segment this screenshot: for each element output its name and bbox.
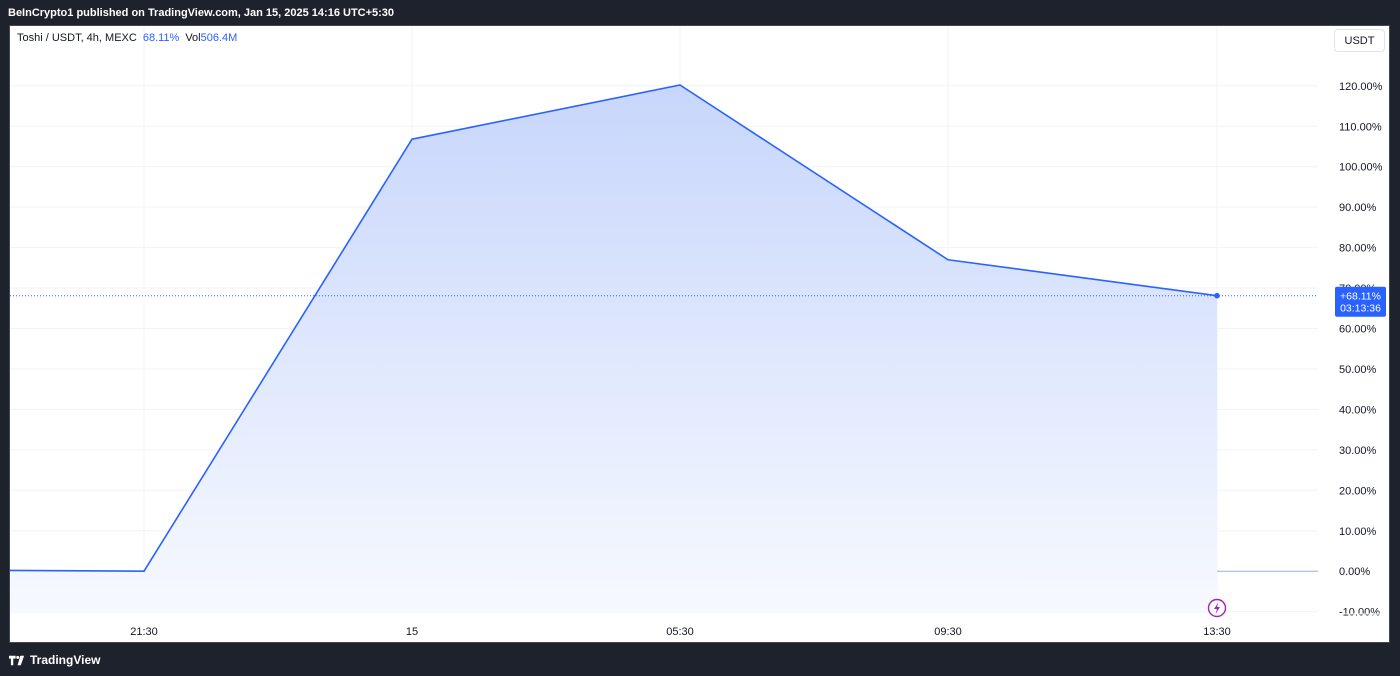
x-tick-label: 15	[406, 626, 418, 638]
footer-bar: TradingView	[0, 643, 1400, 676]
x-tick-label: 09:30	[934, 626, 962, 638]
data-point	[411, 138, 413, 140]
chart-panel[interactable]: -10.00% 0.00% 10.00% 20.00% 30.00% 40.00% 50.0…	[9, 25, 1390, 643]
published-text: BeInCrypto1 published on TradingView.com…	[8, 7, 395, 19]
y-tick-label: 30.00%	[1339, 445, 1377, 457]
y-tick-label: 50.00%	[1339, 364, 1377, 376]
y-tick-label: 80.00%	[1339, 243, 1377, 255]
y-tick-label: 20.00%	[1339, 485, 1377, 497]
currency-button[interactable]: USDT	[1334, 29, 1385, 52]
tradingview-logo-icon	[9, 655, 25, 665]
y-tick-label: 10.00%	[1339, 526, 1377, 538]
tradingview-brand: TradingView	[30, 653, 101, 667]
y-tick-label: 60.00%	[1339, 324, 1377, 336]
y-tick-label: 40.00%	[1339, 404, 1377, 416]
y-tick-label: 100.00%	[1339, 162, 1383, 174]
symbol-legend: Toshi / USDT, 4h, MEXC 68.11% Vol506.4M	[17, 32, 237, 44]
x-tick-label: 13:30	[1203, 626, 1231, 638]
price-chart[interactable]: -10.00% 0.00% 10.00% 20.00% 30.00% 40.00% 50.0…	[10, 26, 1389, 642]
series-line	[10, 84, 1218, 572]
volume-value: 506.4M	[200, 32, 238, 44]
area-fill	[10, 84, 1217, 615]
x-tick-label: 05:30	[666, 626, 694, 638]
y-tick-label: 0.00%	[1339, 566, 1370, 578]
lightning-icon[interactable]	[1207, 598, 1227, 618]
event-icon-bolt	[1214, 602, 1220, 614]
badge-background	[1335, 286, 1386, 317]
x-tick-label: 21:30	[130, 626, 158, 638]
data-point	[10, 569, 11, 572]
change-value: 68.11%	[142, 32, 180, 44]
y-tick-label: 120.00%	[1339, 81, 1383, 93]
data-point	[679, 84, 681, 86]
volume-label: Vol	[185, 32, 201, 44]
last-point-marker	[1214, 292, 1220, 299]
published-header: BeInCrypto1 published on TradingView.com…	[0, 0, 1400, 25]
y-tick-label: 110.00%	[1339, 121, 1382, 133]
data-point	[947, 258, 949, 261]
last-price-value: +68.11%	[1340, 291, 1381, 303]
symbol-label: Toshi / USDT, 4h, MEXC	[17, 32, 137, 44]
bar-countdown: 03:13:36	[1340, 303, 1381, 315]
tradingview-logo[interactable]: TradingView	[9, 653, 100, 667]
last-price-badge: +68.11%03:13:36	[1335, 286, 1386, 317]
data-point	[143, 570, 145, 572]
y-tick-label: -10.00%	[1339, 607, 1380, 619]
y-tick-label: 90.00%	[1339, 202, 1377, 214]
